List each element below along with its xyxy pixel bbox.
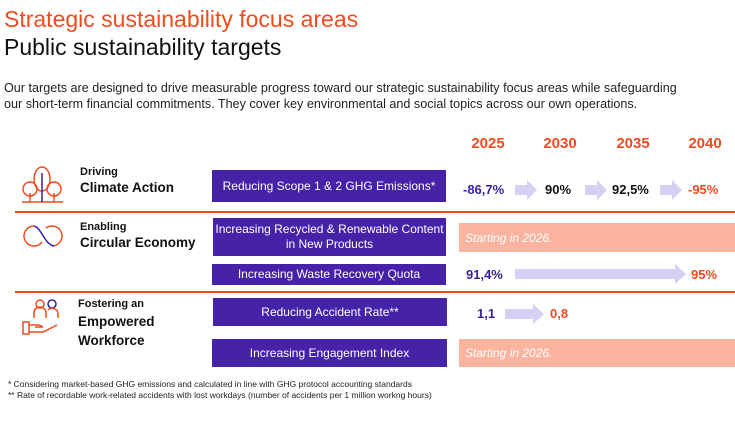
value-2030: 90% bbox=[545, 182, 572, 197]
value-2030: 0,8 bbox=[550, 306, 569, 321]
target-waste-recovery: Increasing Waste Recovery Quota bbox=[212, 264, 446, 285]
category-title: Circular Economy bbox=[80, 235, 196, 250]
value-2025: 1,1 bbox=[477, 306, 496, 321]
category-climate-action: Driving Climate Action bbox=[80, 166, 174, 197]
value-2035: 92,5% bbox=[612, 182, 649, 197]
year-2025: 2025 bbox=[471, 135, 505, 152]
category-prefix: Driving bbox=[80, 166, 118, 178]
status-bar: Starting in 2026. bbox=[459, 339, 735, 367]
page-title: Strategic sustainability focus areas bbox=[4, 6, 359, 32]
year-2040: 2040 bbox=[688, 135, 722, 152]
arrow-right-icon bbox=[505, 304, 544, 324]
arrow-right-icon bbox=[515, 180, 537, 200]
value-2025: -86,7% bbox=[463, 182, 505, 197]
status-bar: Starting in 2026. bbox=[459, 223, 735, 252]
year-2030: 2030 bbox=[543, 135, 577, 152]
divider bbox=[15, 291, 735, 293]
people-hand-icon bbox=[22, 299, 59, 335]
intro-text: Our targets are designed to drive measur… bbox=[4, 80, 677, 112]
target-accident-rate: Reducing Accident Rate** bbox=[213, 298, 447, 326]
category-prefix: Fostering an bbox=[78, 298, 145, 310]
category-prefix: Enabling bbox=[80, 221, 127, 233]
year-2035: 2035 bbox=[616, 135, 650, 152]
value-2040: -95% bbox=[688, 182, 719, 197]
target-engagement-index: Increasing Engagement Index bbox=[212, 339, 447, 367]
value-2040: 95% bbox=[691, 267, 718, 282]
intro-line: our short-term financial commitments. Th… bbox=[4, 97, 638, 111]
target-scope-emissions: Reducing Scope 1 & 2 GHG Emissions* bbox=[212, 170, 446, 202]
category-title: Climate Action bbox=[80, 180, 175, 195]
category-title: Empowered bbox=[78, 314, 155, 329]
divider bbox=[15, 211, 735, 213]
arrow-right-icon bbox=[585, 180, 607, 200]
page-subtitle: Public sustainability targets bbox=[4, 34, 282, 60]
value-2025: 91,4% bbox=[466, 267, 503, 282]
category-circular-economy: Enabling Circular Economy bbox=[80, 221, 196, 252]
footnote: * Considering market-based GHG emissions… bbox=[8, 379, 412, 389]
category-empowered-workforce: Fostering an Empowered Workforce bbox=[78, 298, 155, 350]
target-recycled-content: Increasing Recycled & Renewable Content … bbox=[213, 218, 446, 256]
arrow-right-icon bbox=[515, 264, 686, 284]
category-title: Workforce bbox=[78, 333, 145, 348]
circular-arrows-icon bbox=[23, 225, 63, 247]
trees-icon bbox=[22, 166, 63, 203]
intro-line: Our targets are designed to drive measur… bbox=[4, 81, 677, 95]
footnote: ** Rate of recordable work-related accid… bbox=[8, 390, 432, 400]
arrow-right-icon bbox=[660, 180, 682, 200]
